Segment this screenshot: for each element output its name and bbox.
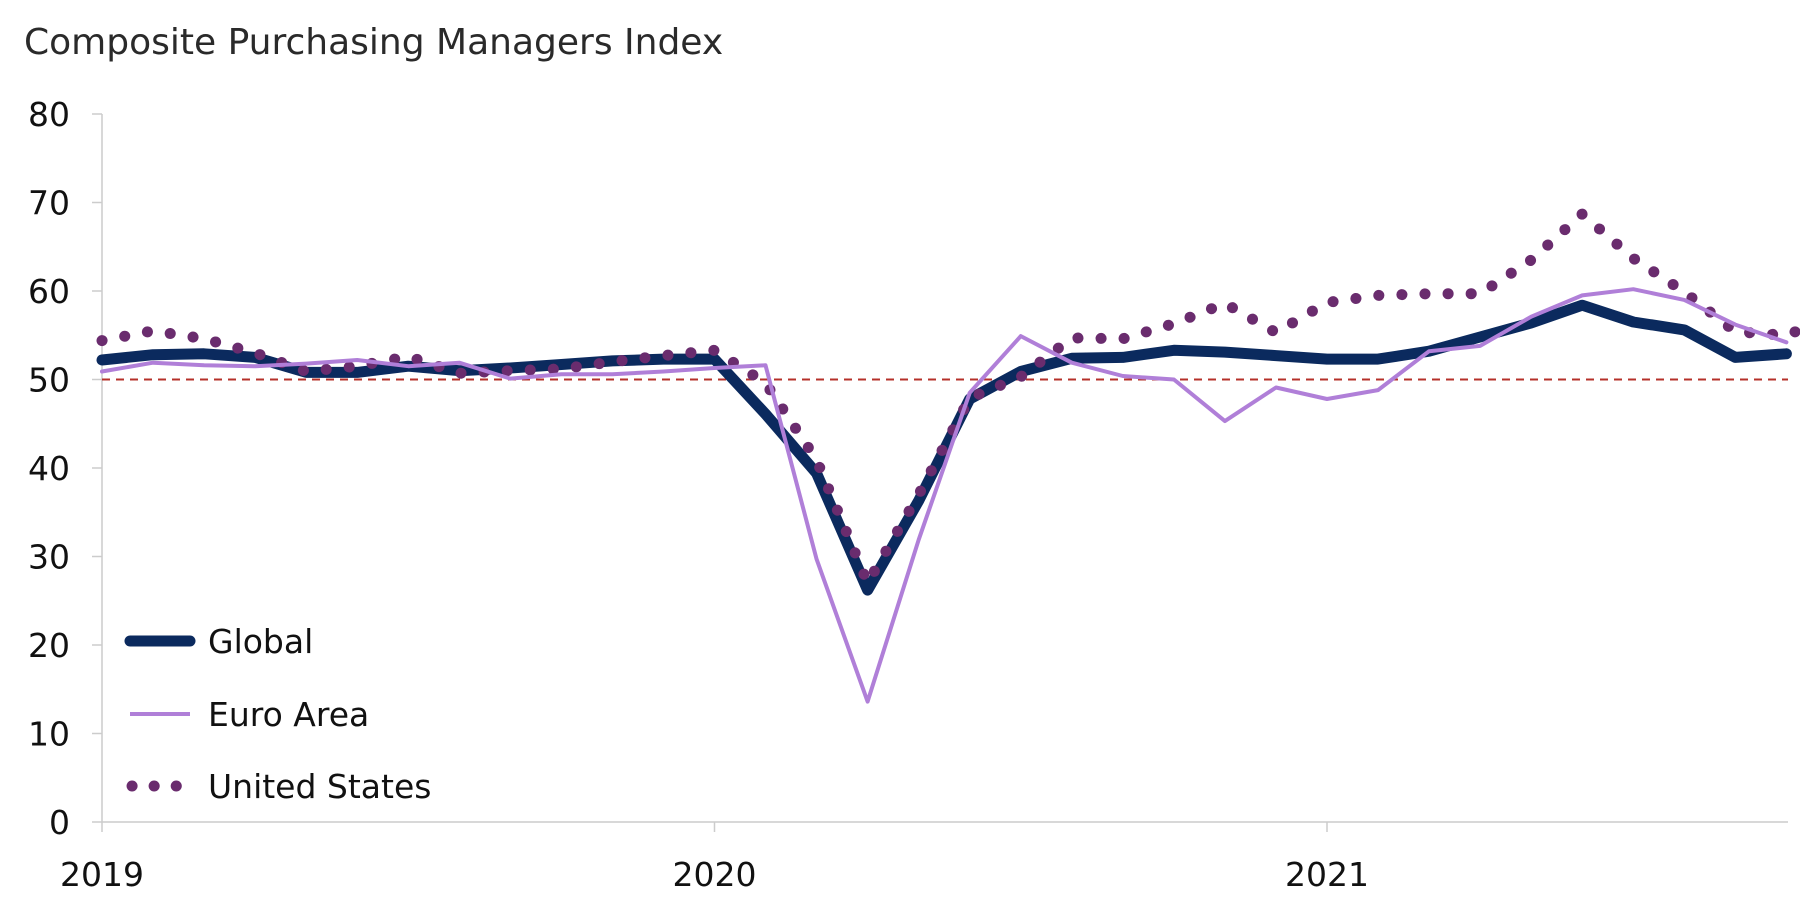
- y-tick-label: 70: [28, 184, 70, 223]
- y-axis: 0 10 20 30 40 50 60 70 80: [28, 95, 103, 842]
- y-tick-label: 80: [28, 95, 70, 134]
- y-tick-label: 0: [49, 803, 70, 842]
- legend: Global Euro Area United States: [124, 622, 431, 806]
- x-axis: 2019 2020 2021: [60, 821, 1788, 894]
- series-lines: [96, 208, 1800, 704]
- legend-label-united-states: United States: [208, 767, 431, 806]
- y-tick-label: 20: [28, 626, 70, 665]
- x-tick-label: 2020: [673, 855, 757, 894]
- legend-label-euro-area: Euro Area: [208, 695, 369, 734]
- y-tick-label: 50: [28, 361, 70, 400]
- x-tick-label: 2019: [60, 855, 144, 894]
- series-line-united-states: [96, 208, 1800, 589]
- series-line-euro-area: [100, 287, 1789, 704]
- y-tick-label: 60: [28, 272, 70, 311]
- y-tick-label: 40: [28, 449, 70, 488]
- chart-title: Composite Purchasing Managers Index: [24, 22, 723, 63]
- legend-label-global: Global: [208, 622, 313, 661]
- y-tick-label: 10: [28, 715, 70, 754]
- y-tick-label: 30: [28, 538, 70, 577]
- x-tick-label: 2021: [1285, 855, 1369, 894]
